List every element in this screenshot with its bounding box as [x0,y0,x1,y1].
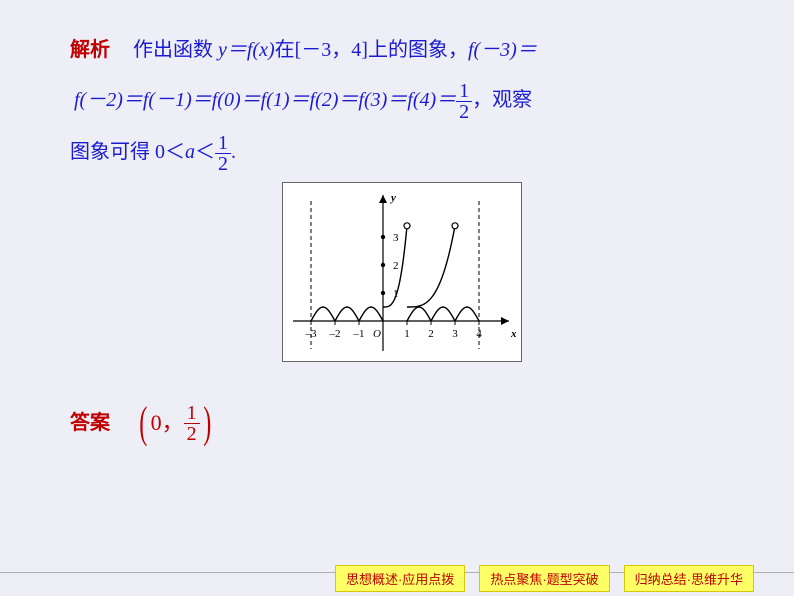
svg-text:3: 3 [393,232,399,244]
tab-2[interactable]: 热点聚焦·题型突破 [479,565,609,592]
svg-text:–3: –3 [305,328,318,340]
line2-after: ，观察 [472,89,532,111]
function-graph: –3–2–11234123Oxy [282,182,522,362]
bottom-bar: 思想概述·应用点拨 热点聚焦·题型突破 归纳总结·思维升华 [0,562,794,596]
svg-text:2: 2 [428,328,434,340]
chart-container: –3–2–11234123Oxy [70,182,734,379]
right-paren: ) [203,408,211,439]
line1-tail: f(－3)＝ [468,39,537,61]
line3-var: a [185,141,195,163]
label-daan: 答案 [70,401,110,445]
label-jiexi: 解析 [70,39,110,61]
line3-end: . [231,141,236,163]
answer-interval: ( 0， 12 ) [136,399,214,447]
svg-text:–1: –1 [353,328,365,340]
line-2: f(－2)＝f(－1)＝f(0)＝f(1)＝f(2)＝f(3)＝f(4)＝12，… [70,78,734,122]
svg-text:O: O [373,328,381,340]
answer-frac: 12 [184,403,200,444]
svg-text:2: 2 [393,260,399,272]
svg-text:1: 1 [404,328,410,340]
svg-text:3: 3 [452,328,458,340]
svg-text:4: 4 [476,328,482,340]
svg-text:y: y [389,192,396,204]
tab-3[interactable]: 归纳总结·思维升华 [624,565,754,592]
chart-svg: –3–2–11234123Oxy [283,183,523,363]
tab-1[interactable]: 思想概述·应用点拨 [335,565,465,592]
frac-half-1: 12 [456,81,472,122]
frac-half-2: 12 [215,133,231,174]
left-paren: ( [139,408,147,439]
line1-prefix: 作出函数 [133,39,218,61]
footer-tabs: 思想概述·应用点拨 热点聚焦·题型突破 归纳总结·思维升华 [335,565,754,592]
svg-text:–2: –2 [329,328,341,340]
line3-prefix: 图象可得 0＜ [70,141,185,163]
line-1: 解析 作出函数 y＝f(x)在[－3，4]上的图象，f(－3)＝ [70,28,734,72]
svg-text:x: x [510,328,517,340]
line-3: 图象可得 0＜a＜12. [70,130,734,174]
line1-math: y＝f(x) [218,39,275,61]
slide-content: 解析 作出函数 y＝f(x)在[－3，4]上的图象，f(－3)＝ f(－2)＝f… [0,0,794,447]
line1-in: 在[－3，4]上的图象， [275,39,468,61]
line2-chain: f(－2)＝f(－1)＝f(0)＝f(1)＝f(2)＝f(3)＝f(4)＝ [74,89,456,111]
answer-line: 答案 ( 0， 12 ) [70,399,734,447]
line3-lt: ＜ [195,141,215,163]
interval-left: 0， [151,399,184,447]
